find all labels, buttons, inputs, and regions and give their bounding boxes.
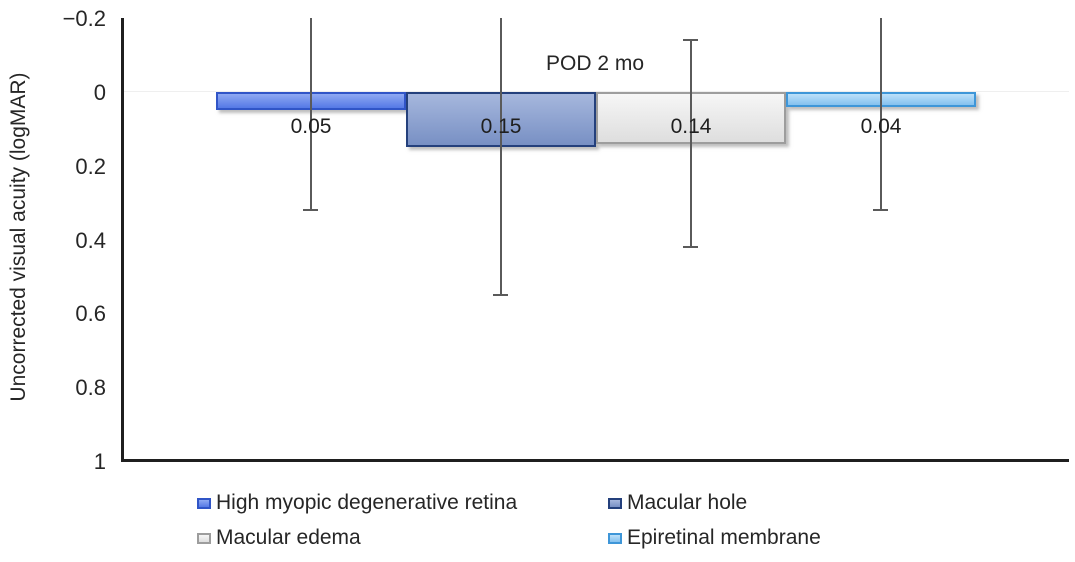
legend-item-high-myopic-degenerative-retina: High myopic degenerative retina xyxy=(197,492,608,514)
legend-label-macular-edema: Macular edema xyxy=(216,526,361,549)
value-label-macular-hole: 0.15 xyxy=(480,115,522,138)
value-label-macular-edema: 0.14 xyxy=(670,115,712,138)
legend-swatch-icon-macular-edema xyxy=(197,532,211,544)
legend-swatch-icon-high-myopic-degenerative-retina xyxy=(197,497,211,509)
legend-label-high-myopic-degenerative-retina: High myopic degenerative retina xyxy=(216,491,518,514)
y-tick-label-0.2: 0.2 xyxy=(75,153,106,179)
y-tick-label-1: 1 xyxy=(93,449,106,474)
value-label-high-myopic-degenerative-retina: 0.05 xyxy=(290,115,332,138)
legend-swatch-icon-macular-hole xyxy=(608,497,622,509)
y-tick-label-−0.2: −0.2 xyxy=(62,6,106,31)
error-bar-epiretinal-membrane xyxy=(880,18,882,210)
y-tick-label-0.4: 0.4 xyxy=(75,227,106,253)
legend-item-macular-hole: Macular hole xyxy=(608,492,821,514)
error-bar-bottom-cap-high-myopic-degenerative-retina xyxy=(303,208,318,211)
legend: High myopic degenerative retina Macular h… xyxy=(197,492,821,549)
x-axis-line xyxy=(121,459,1069,462)
error-bar-macular-edema xyxy=(690,40,692,247)
legend-label-macular-hole: Macular hole xyxy=(627,491,748,514)
error-bar-bottom-cap-macular-hole xyxy=(493,293,508,296)
y-axis-line xyxy=(121,18,124,462)
value-label-epiretinal-membrane: 0.04 xyxy=(860,115,902,138)
y-tick-label-0.8: 0.8 xyxy=(75,375,106,401)
error-bar-high-myopic-degenerative-retina xyxy=(310,18,312,210)
error-bar-bottom-cap-macular-edema xyxy=(683,245,698,248)
legend-swatch-icon-epiretinal-membrane xyxy=(608,532,622,544)
legend-label-epiretinal-membrane: Epiretinal membrane xyxy=(627,526,821,549)
error-bar-top-cap-macular-edema xyxy=(683,39,698,42)
zero-gridline xyxy=(124,91,1069,92)
y-tick-label-0.6: 0.6 xyxy=(75,301,106,327)
error-bar-macular-hole xyxy=(500,18,502,295)
legend-item-epiretinal-membrane: Epiretinal membrane xyxy=(608,527,821,549)
error-bar-bottom-cap-epiretinal-membrane xyxy=(873,208,888,211)
chart-title: POD 2 mo xyxy=(545,52,645,75)
legend-item-macular-edema: Macular edema xyxy=(197,527,608,549)
y-tick-label-0: 0 xyxy=(93,79,106,105)
